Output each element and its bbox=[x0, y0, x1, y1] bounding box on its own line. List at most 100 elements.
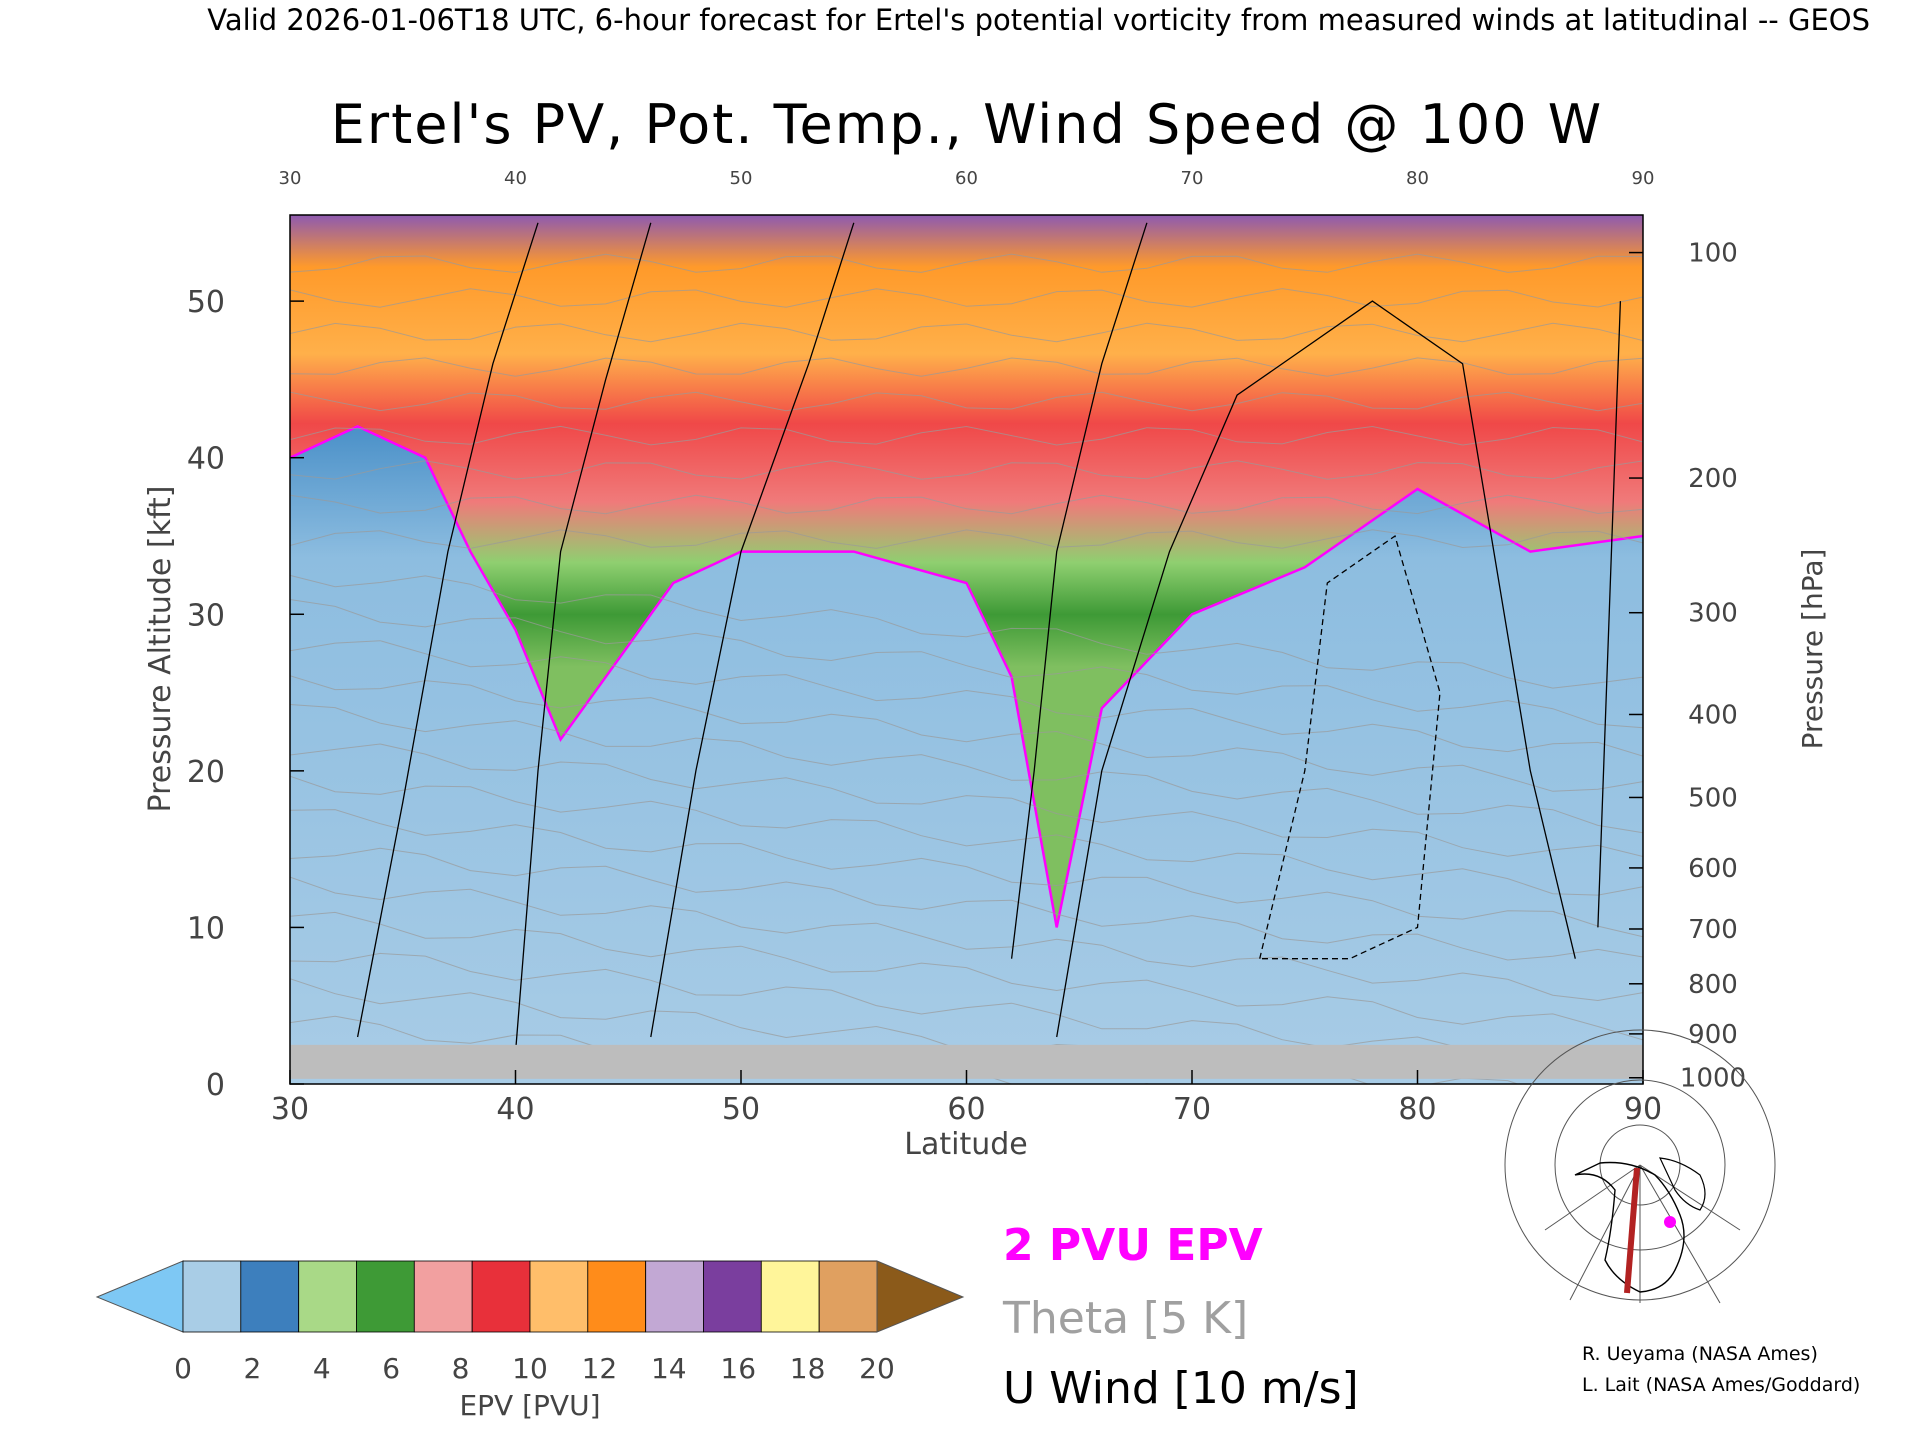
colorbar-tick-label: 12 bbox=[582, 1352, 618, 1385]
x-top-tick-label: 90 bbox=[1632, 168, 1655, 189]
pressure-tick-label: 100 bbox=[1688, 239, 1738, 269]
chart-title: Ertel's PV, Pot. Temp., Wind Speed @ 100… bbox=[331, 93, 1603, 156]
y-tick-label: 50 bbox=[187, 285, 225, 320]
x-top-tick-label: 40 bbox=[504, 168, 527, 189]
colorbar-cell bbox=[413, 1260, 473, 1333]
theta-contour bbox=[290, 775, 1643, 896]
colorbar-over-arrow bbox=[876, 1260, 965, 1333]
x-axis-label: Latitude bbox=[904, 1127, 1027, 1162]
colorbar-tick-label: 2 bbox=[243, 1352, 261, 1385]
pressure-tick-label: 300 bbox=[1688, 599, 1738, 629]
theta-contour bbox=[290, 494, 1643, 515]
colorbar: 0 2 4 6 8 10 12 14 16 18 20 EPV [PVU] bbox=[95, 1260, 965, 1422]
u-wind-contour bbox=[650, 222, 855, 1038]
y-tick-label: 20 bbox=[187, 755, 225, 790]
x-tick-label: 30 bbox=[271, 1092, 309, 1127]
credit-line-2: L. Lait (NASA Ames/Goddard) bbox=[1582, 1374, 1860, 1396]
colorbar-under-arrow bbox=[95, 1260, 184, 1333]
location-marker bbox=[1664, 1216, 1676, 1228]
pressure-tick-label: 400 bbox=[1688, 700, 1738, 730]
u-wind-contour bbox=[356, 222, 539, 1038]
colorbar-tick-label: 8 bbox=[452, 1352, 470, 1385]
pressure-tick-label: 800 bbox=[1688, 970, 1738, 1000]
theta-contour bbox=[290, 599, 1643, 729]
colorbar-cell bbox=[182, 1260, 242, 1333]
u-wind-contour bbox=[514, 222, 652, 1053]
pressure-tick-label: 1000 bbox=[1680, 1064, 1746, 1094]
legend-entry-theta: Theta [5 K] bbox=[1002, 1293, 1248, 1344]
theta-contour bbox=[290, 253, 1643, 274]
theta-contour bbox=[290, 391, 1643, 412]
credit-line-1: R. Ueyama (NASA Ames) bbox=[1582, 1343, 1818, 1365]
theta-contour bbox=[290, 704, 1643, 834]
x-tick-label: 70 bbox=[1173, 1092, 1211, 1127]
x-tick-label: 60 bbox=[947, 1092, 985, 1127]
theta-contours bbox=[290, 253, 1643, 1084]
colorbar-cell bbox=[645, 1260, 704, 1333]
colorbar-cell bbox=[760, 1260, 820, 1333]
x-top-tick-label: 80 bbox=[1406, 168, 1429, 189]
theta-contour bbox=[290, 574, 1643, 689]
theta-contour bbox=[290, 675, 1643, 792]
legend-entry-epv: 2 PVU EPV bbox=[1003, 1220, 1263, 1271]
theta-contour bbox=[290, 460, 1643, 480]
theta-contour bbox=[290, 743, 1643, 857]
y-tick-label: 10 bbox=[187, 911, 225, 946]
legend-entry-u-wind: U Wind [10 m/s] bbox=[1003, 1363, 1359, 1414]
theta-contour bbox=[290, 952, 1643, 1064]
colorbar-cell bbox=[529, 1260, 589, 1333]
u-wind-contour bbox=[1010, 222, 1148, 959]
colorbar-cell bbox=[818, 1260, 878, 1333]
legend: 2 PVU EPV Theta [5 K] U Wind [10 m/s] bbox=[1002, 1220, 1359, 1414]
x-top-tick-label: 60 bbox=[955, 168, 978, 189]
pressure-tick-label: 900 bbox=[1688, 1020, 1738, 1050]
theta-contour bbox=[290, 640, 1643, 757]
y-tick-label: 30 bbox=[187, 598, 225, 633]
colorbar-tick-label: 16 bbox=[720, 1352, 756, 1385]
colorbar-cell bbox=[471, 1260, 531, 1333]
colorbar-cell bbox=[703, 1260, 762, 1333]
u-wind-contour bbox=[1056, 300, 1576, 1038]
u-wind-contour-negative bbox=[1258, 534, 1441, 960]
theta-contour bbox=[290, 322, 1643, 343]
colorbar-tick-label: 0 bbox=[174, 1352, 192, 1385]
colorbar-cell bbox=[240, 1260, 300, 1333]
x-tick-label: 90 bbox=[1624, 1092, 1662, 1127]
y-tick-label: 40 bbox=[187, 442, 225, 477]
pressure-tick-label: 200 bbox=[1688, 464, 1738, 494]
theta-contour bbox=[290, 529, 1643, 549]
y-axis-right-pressure: 100 200 300 400 500 600 700 800 900 1000 bbox=[1629, 239, 1746, 1094]
theta-contour bbox=[290, 357, 1643, 377]
theta-contour bbox=[290, 425, 1643, 446]
plot-area bbox=[290, 215, 1643, 1084]
pv-2pvu-contour bbox=[290, 425, 1643, 928]
theta-contour bbox=[290, 809, 1643, 938]
x-top-tick-label: 70 bbox=[1181, 168, 1204, 189]
y-tick-label: 0 bbox=[206, 1068, 225, 1103]
theta-contour bbox=[290, 911, 1643, 1041]
x-tick-label: 50 bbox=[722, 1092, 760, 1127]
valid-time-line: Valid 2026-01-06T18 UTC, 6-hour forecast… bbox=[207, 3, 1870, 37]
colorbar-tick-label: 6 bbox=[382, 1352, 400, 1385]
inset-map bbox=[1504, 1029, 1776, 1304]
colorbar-cells bbox=[182, 1260, 878, 1333]
troposphere-field bbox=[290, 426, 1643, 1084]
y-axis-left: 0 10 20 30 40 50 bbox=[187, 285, 304, 1103]
colorbar-tick-label: 10 bbox=[512, 1352, 548, 1385]
x-tick-label: 40 bbox=[496, 1092, 534, 1127]
colorbar-tick-label: 4 bbox=[313, 1352, 331, 1385]
pressure-tick-label: 700 bbox=[1688, 915, 1738, 945]
y2-axis-label: Pressure [hPa] bbox=[1796, 549, 1829, 750]
colorbar-tick-label: 18 bbox=[790, 1352, 826, 1385]
x-top-tick-label: 30 bbox=[279, 168, 302, 189]
colorbar-tick-label: 14 bbox=[651, 1352, 687, 1385]
x-axis-bottom: 30 40 50 60 70 80 90 bbox=[271, 1070, 1662, 1127]
colorbar-cell bbox=[587, 1260, 646, 1333]
theta-contour bbox=[290, 847, 1643, 961]
x-tick-label: 80 bbox=[1398, 1092, 1436, 1127]
colorbar-ticks: 0 2 4 6 8 10 12 14 16 18 20 bbox=[174, 1352, 895, 1385]
theta-contour bbox=[290, 876, 1643, 1002]
colorbar-cell bbox=[356, 1260, 415, 1333]
colorbar-label: EPV [PVU] bbox=[459, 1389, 600, 1422]
